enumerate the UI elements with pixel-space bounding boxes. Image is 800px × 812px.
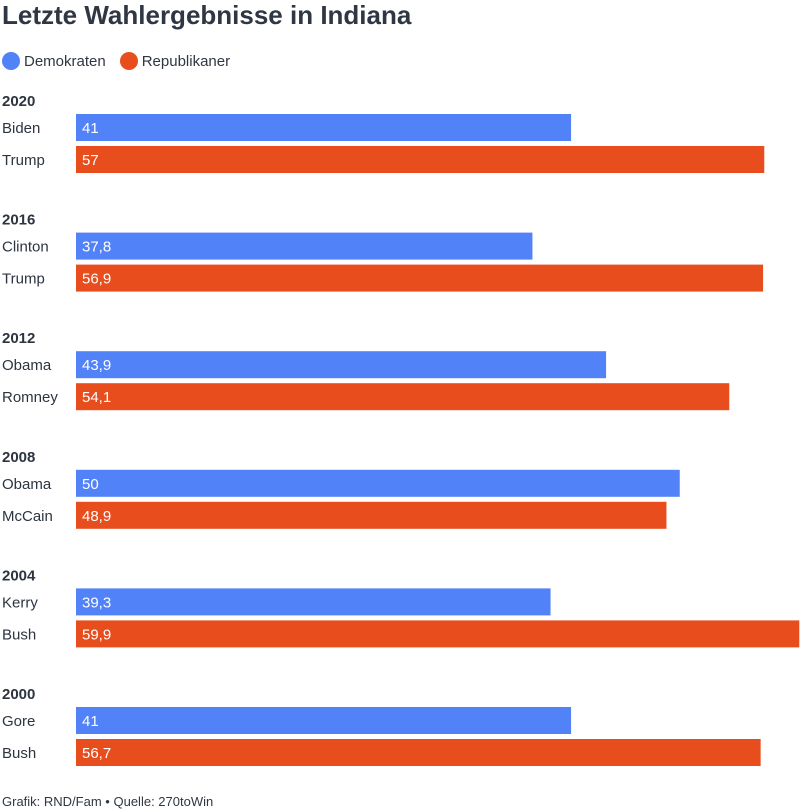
year-label-2020: 2020 <box>2 93 35 110</box>
candidate-label-2020-biden: Biden <box>2 120 40 137</box>
value-label-2004-bush: 59,9 <box>82 626 111 643</box>
bar-2004-kerry <box>76 588 551 616</box>
bar-2004-bush <box>76 620 800 648</box>
value-label-2008-obama: 50 <box>82 476 99 493</box>
value-label-2020-biden: 41 <box>82 120 99 137</box>
candidate-label-2016-clinton: Clinton <box>2 239 49 256</box>
legend-swatch-demokraten <box>2 52 20 70</box>
bar-2008-mccain <box>76 501 667 529</box>
footer: Grafik: RND/Fam • Quelle: 270toWin <box>2 794 213 809</box>
bar-2016-clinton <box>76 232 533 260</box>
candidate-label-2012-obama: Obama <box>2 357 52 374</box>
year-label-2000: 2000 <box>2 686 35 703</box>
year-label-2004: 2004 <box>2 567 36 584</box>
footer-source: Quelle: 270toWin <box>113 794 214 809</box>
candidate-label-2000-gore: Gore <box>2 713 35 730</box>
bar-2012-obama <box>76 351 607 379</box>
bar-2020-biden <box>76 114 572 141</box>
value-label-2012-obama: 43,9 <box>82 357 111 374</box>
footer-credit: Grafik: RND/Fam <box>2 794 102 809</box>
value-label-2020-trump: 57 <box>82 152 99 169</box>
candidate-label-2004-bush: Bush <box>2 626 36 643</box>
year-label-2016: 2016 <box>2 212 35 229</box>
bar-2008-obama <box>76 469 680 497</box>
chart-title: Letzte Wahlergebnisse in Indiana <box>2 0 412 30</box>
legend-label-demokraten: Demokraten <box>24 52 106 70</box>
value-label-2016-trump: 56,9 <box>82 271 111 288</box>
year-label-2012: 2012 <box>2 330 35 347</box>
candidate-label-2004-kerry: Kerry <box>2 594 38 611</box>
footer-separator: • <box>105 794 110 809</box>
value-label-2004-kerry: 39,3 <box>82 594 111 611</box>
candidate-label-2008-obama: Obama <box>2 476 52 493</box>
value-label-2016-clinton: 37,8 <box>82 239 111 256</box>
candidate-label-2016-trump: Trump <box>2 271 45 288</box>
value-label-2000-gore: 41 <box>82 713 99 730</box>
value-label-2012-romney: 54,1 <box>82 389 111 406</box>
bar-2020-trump <box>76 146 765 173</box>
year-label-2008: 2008 <box>2 449 35 466</box>
legend-label-republikaner: Republikaner <box>141 52 231 70</box>
candidate-label-2020-trump: Trump <box>2 152 45 169</box>
candidate-label-2000-bush: Bush <box>2 745 36 762</box>
bar-2000-gore <box>76 707 572 734</box>
value-label-2000-bush: 56,7 <box>82 745 111 762</box>
legend: Demokraten Republikaner <box>2 52 244 70</box>
value-label-2008-mccain: 48,9 <box>82 508 111 525</box>
legend-swatch-republikaner <box>119 52 138 70</box>
legend-item-republikaner: Republikaner <box>119 52 231 70</box>
candidate-label-2008-mccain: McCain <box>2 508 53 525</box>
legend-item-demokraten: Demokraten <box>2 52 106 70</box>
candidate-label-2012-romney: Romney <box>2 389 58 406</box>
bar-2000-bush <box>76 739 761 766</box>
bar-2012-romney <box>76 383 730 411</box>
bar-2016-trump <box>76 264 764 292</box>
